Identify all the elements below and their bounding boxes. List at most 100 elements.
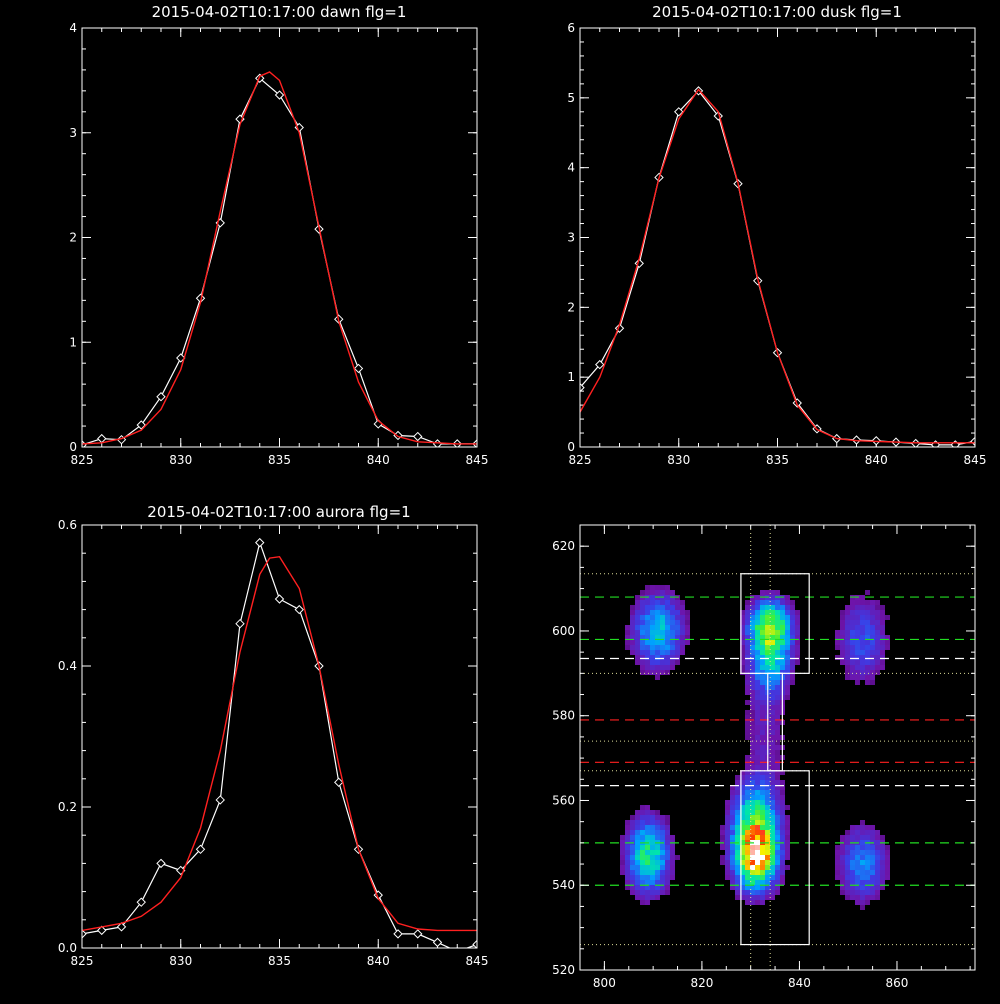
heatmap-cell xyxy=(845,895,850,900)
panel-dusk: 2015-04-02T10:17:00 dusk flg=1 825 830 835… xyxy=(567,3,986,467)
aurora-xtick-label: 840 xyxy=(367,954,390,968)
heatmap-cell xyxy=(865,895,870,900)
heatmap-cell xyxy=(840,630,845,635)
heatmap-cell xyxy=(840,835,845,840)
heatmap-cell xyxy=(760,740,765,745)
heatmap-cell xyxy=(785,625,790,630)
heatmap-cell xyxy=(795,625,800,630)
heatmap-cell xyxy=(755,900,760,905)
heatmap-cell xyxy=(845,880,850,885)
heatmap-cell xyxy=(625,855,630,860)
heatmap-cell xyxy=(780,625,785,630)
heatmap-cell xyxy=(645,825,650,830)
heatmap-cell xyxy=(635,610,640,615)
heatmap-cell xyxy=(745,850,750,855)
heatmap-cell xyxy=(730,850,735,855)
heatmap-cell xyxy=(780,845,785,850)
heatmap-cell xyxy=(740,635,745,640)
aurora-fit-line xyxy=(82,555,477,932)
heatmap-cell xyxy=(665,880,670,885)
image-ytick-label: 560 xyxy=(552,793,575,807)
heatmap-cell xyxy=(775,680,780,685)
dawn-ytick-label: 3 xyxy=(69,126,77,140)
heatmap-cell xyxy=(860,840,865,845)
heatmap-cell xyxy=(745,670,750,675)
heatmap-cell xyxy=(870,655,875,660)
heatmap-cell xyxy=(680,610,685,615)
heatmap-cell xyxy=(835,635,840,640)
heatmap-cell xyxy=(765,640,770,645)
heatmap-cell xyxy=(760,605,765,610)
heatmap-cell xyxy=(870,885,875,890)
heatmap-cell xyxy=(865,660,870,665)
heatmap-cell xyxy=(665,630,670,635)
heatmap-cell xyxy=(640,885,645,890)
heatmap-cell xyxy=(740,650,745,655)
heatmap-cell xyxy=(655,620,660,625)
dusk-ytick-label: 6 xyxy=(567,21,575,35)
heatmap-cell xyxy=(840,625,845,630)
heatmap-cell xyxy=(755,755,760,760)
heatmap-cell xyxy=(775,615,780,620)
heatmap-cell xyxy=(750,630,755,635)
dawn-xtick-label: 845 xyxy=(466,453,489,467)
dawn-ytick-label: 0 xyxy=(69,440,77,454)
heatmap-cell xyxy=(855,625,860,630)
heatmap-cell xyxy=(760,825,765,830)
heatmap-cell xyxy=(875,670,880,675)
heatmap-cell xyxy=(875,850,880,855)
heatmap-cell xyxy=(860,845,865,850)
heatmap-cell xyxy=(760,875,765,880)
heatmap-cell xyxy=(735,860,740,865)
heatmap-cell xyxy=(720,855,725,860)
heatmap-cell xyxy=(790,640,795,645)
heatmap-cell xyxy=(750,780,755,785)
dawn-ytick-label: 4 xyxy=(69,21,77,35)
heatmap-cell xyxy=(730,790,735,795)
heatmap-cell xyxy=(765,645,770,650)
heatmap-cell xyxy=(775,675,780,680)
heatmap-cell xyxy=(775,865,780,870)
title-dawn: 2015-04-02T10:17:00 dawn flg=1 xyxy=(152,3,407,21)
heatmap-cell xyxy=(865,680,870,685)
heatmap-cell xyxy=(750,805,755,810)
heatmap-cell xyxy=(725,850,730,855)
heatmap-cell xyxy=(880,630,885,635)
heatmap-cell xyxy=(870,600,875,605)
heatmap-cell xyxy=(870,850,875,855)
heatmap-cell xyxy=(755,605,760,610)
aurora-xtick-label: 845 xyxy=(466,954,489,968)
heatmap-cell xyxy=(775,815,780,820)
heatmap-cell xyxy=(860,630,865,635)
heatmap-cell xyxy=(775,650,780,655)
heatmap-cell xyxy=(770,835,775,840)
heatmap-cell xyxy=(760,675,765,680)
heatmap-cell xyxy=(660,820,665,825)
heatmap-cell xyxy=(835,860,840,865)
heatmap-cell xyxy=(785,805,790,810)
heatmap-cell xyxy=(635,640,640,645)
heatmap-cell xyxy=(680,620,685,625)
heatmap-cell xyxy=(770,695,775,700)
heatmap-cell xyxy=(630,850,635,855)
heatmap-cell xyxy=(735,780,740,785)
heatmap-cell xyxy=(750,605,755,610)
heatmap-cell xyxy=(750,830,755,835)
heatmap-cell xyxy=(780,805,785,810)
heatmap-cell xyxy=(850,845,855,850)
heatmap-cell xyxy=(660,885,665,890)
heatmap-cell xyxy=(835,855,840,860)
heatmap-cell xyxy=(870,875,875,880)
heatmap-cell xyxy=(785,680,790,685)
heatmap-cell xyxy=(850,650,855,655)
heatmap-cell xyxy=(745,755,750,760)
heatmap-cell xyxy=(835,630,840,635)
heatmap-cell xyxy=(765,775,770,780)
heatmap-cell xyxy=(655,645,660,650)
heatmap-cell xyxy=(765,780,770,785)
heatmap-cell xyxy=(860,615,865,620)
heatmap-cell xyxy=(850,610,855,615)
heatmap-cell xyxy=(745,820,750,825)
heatmap-cell xyxy=(750,710,755,715)
heatmap-cell xyxy=(765,590,770,595)
